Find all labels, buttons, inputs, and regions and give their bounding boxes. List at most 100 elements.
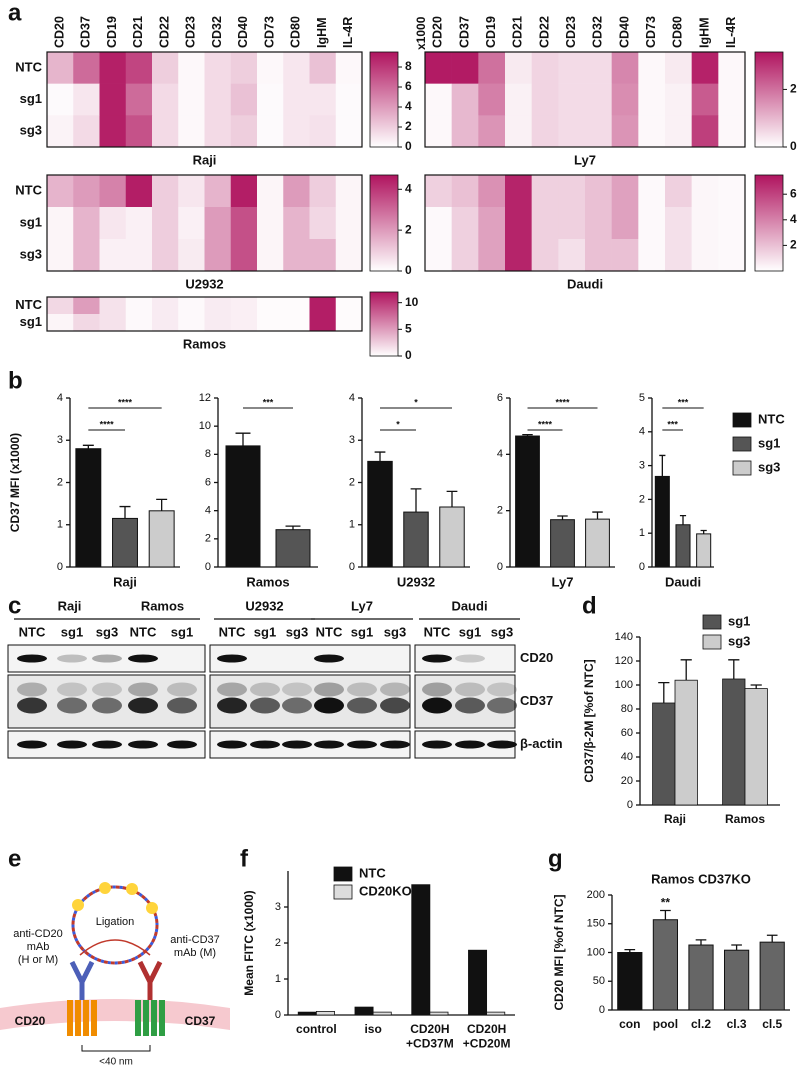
bar [585, 518, 610, 568]
heat-cell [531, 239, 559, 272]
y-tick-label: 4 [639, 426, 645, 438]
heat-cell [257, 297, 284, 315]
heat-cell [638, 175, 666, 208]
bar [550, 519, 575, 568]
heat-cell [718, 239, 746, 272]
legend-label: NTC [758, 411, 785, 426]
heat-cell [73, 175, 100, 208]
dna-loop [71, 885, 159, 965]
error-bar [658, 681, 670, 703]
y-tick-label: 8 [205, 448, 211, 460]
significance: **** [100, 419, 115, 429]
column-label: CD32 [591, 16, 605, 48]
blot-group-label: Daudi [451, 598, 487, 613]
legend-swatch [702, 634, 722, 650]
heat-cell [505, 83, 532, 116]
heat-cell [283, 314, 310, 332]
label: anti-CD20 [13, 928, 63, 940]
heat-cell [531, 83, 559, 116]
heat-cell [73, 314, 100, 332]
blot-band [347, 682, 377, 697]
lane-label: sg1 [254, 624, 276, 639]
error-bar [82, 444, 94, 449]
x-tick-label: control [296, 1022, 337, 1036]
heat-cell [505, 239, 532, 272]
heat-cell [665, 175, 692, 208]
heat-cell [691, 52, 719, 84]
y-tick-label: 3 [275, 901, 281, 913]
heat-cell [178, 175, 205, 208]
blot-band [455, 697, 485, 714]
y-tick-label: 100 [587, 946, 605, 958]
x-tick-label: Raji [664, 812, 686, 826]
column-label: CD40 [617, 16, 631, 48]
colorbar-tick-label: 2 [405, 222, 412, 236]
bar [225, 445, 261, 568]
y-tick-label: 3 [349, 434, 355, 446]
heat-cell [204, 314, 232, 332]
blot-band [128, 654, 158, 663]
blot-band [128, 740, 158, 749]
heat-cell [585, 52, 612, 84]
colorbar-tick-label: 5 [405, 322, 412, 336]
y-tick-label: 6 [205, 476, 211, 488]
heat-cell [47, 314, 74, 332]
heat-cell [691, 175, 719, 208]
star [126, 883, 138, 895]
heatmap-frame [46, 51, 363, 148]
heat-cell [230, 207, 258, 240]
star [99, 882, 111, 894]
blot-band [314, 654, 344, 663]
blot-band [380, 697, 410, 714]
heat-cell [309, 175, 337, 208]
heat-cell [125, 297, 153, 315]
chart-title: Ramos CD37KO [651, 871, 751, 886]
y-tick-label: 50 [593, 975, 605, 987]
membrane [0, 999, 230, 1030]
heat-cell [478, 239, 506, 272]
colorbar-tick-label: 8 [405, 59, 412, 73]
chart-title: Raji [113, 574, 137, 589]
bar [315, 1011, 335, 1016]
blot-band [422, 682, 452, 697]
y-tick-label: 120 [615, 655, 633, 667]
colorbar-tick-label: 2 [790, 82, 797, 96]
heat-cell [178, 239, 205, 272]
label: Ligation [96, 916, 135, 928]
bar [654, 475, 670, 568]
heat-cell [125, 52, 153, 84]
heat-cell [178, 83, 205, 116]
significance: *** [678, 397, 689, 407]
heat-cell [152, 83, 179, 116]
y-tick-label: 1 [639, 527, 645, 539]
y-tick-label: 0 [599, 1004, 605, 1016]
x-tick-label: CD20H +CD20M [463, 1022, 511, 1050]
y-axis-label: CD37 MFI (x1000) [8, 433, 22, 532]
error-bar [410, 488, 422, 513]
column-label: CD20 [431, 16, 445, 48]
label: mAb (M) [174, 947, 216, 959]
x-tick-label: pool [653, 1017, 678, 1031]
heat-cell [204, 239, 232, 272]
blot-band [57, 654, 87, 663]
heat-cell [478, 175, 506, 208]
heat-cell [531, 207, 559, 240]
blot-group-label: Raji [58, 598, 82, 613]
heat-cell [152, 207, 179, 240]
heat-cell [99, 115, 127, 148]
heat-cell [47, 297, 74, 315]
blot-band [217, 654, 247, 663]
lane-label: sg3 [96, 624, 118, 639]
heat-cell [478, 207, 506, 240]
heat-cell [478, 52, 506, 84]
bar [486, 1011, 506, 1016]
legend-swatch [333, 884, 353, 900]
heat-cell [99, 297, 127, 315]
blot-row-label: CD37 [520, 693, 553, 708]
colorbar-label: x1000 [414, 16, 428, 50]
column-label: CD19 [484, 16, 498, 48]
error-bar [235, 432, 251, 446]
heat-cell [425, 175, 452, 208]
significance: * [414, 397, 418, 407]
error-bar [679, 514, 687, 525]
